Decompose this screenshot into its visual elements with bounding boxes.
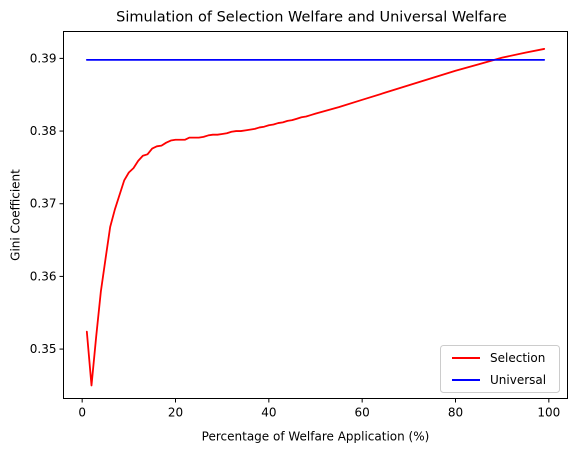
x-tick-label: 0 — [78, 406, 86, 420]
y-tick-label: 0.37 — [30, 197, 57, 211]
series-layer — [85, 48, 546, 387]
x-tick-label: 40 — [261, 406, 276, 420]
x-tick-label: 80 — [448, 406, 463, 420]
legend: Selection Universal — [440, 345, 560, 393]
series-selection-line — [85, 48, 546, 387]
y-tick-label: 0.35 — [30, 342, 57, 356]
x-tick-label: 20 — [168, 406, 183, 420]
x-tick-label: 60 — [355, 406, 370, 420]
plot-frame — [63, 31, 568, 399]
legend-universal-label: Universal — [490, 373, 546, 387]
x-axis: 0 20 40 60 80 100 — [78, 398, 560, 420]
y-tick-label: 0.38 — [30, 124, 57, 138]
y-tick-label: 0.39 — [30, 51, 57, 65]
x-tick-label: 100 — [537, 406, 560, 420]
legend-selection-label: Selection — [490, 351, 545, 365]
y-tick-label: 0.36 — [30, 269, 57, 283]
chart-title: Simulation of Selection Welfare and Univ… — [116, 10, 507, 26]
y-axis-label: Gini Coefficient — [9, 169, 23, 261]
x-axis-label: Percentage of Welfare Application (%) — [202, 430, 430, 444]
y-axis: 0.35 0.36 0.37 0.38 0.39 — [30, 51, 64, 356]
